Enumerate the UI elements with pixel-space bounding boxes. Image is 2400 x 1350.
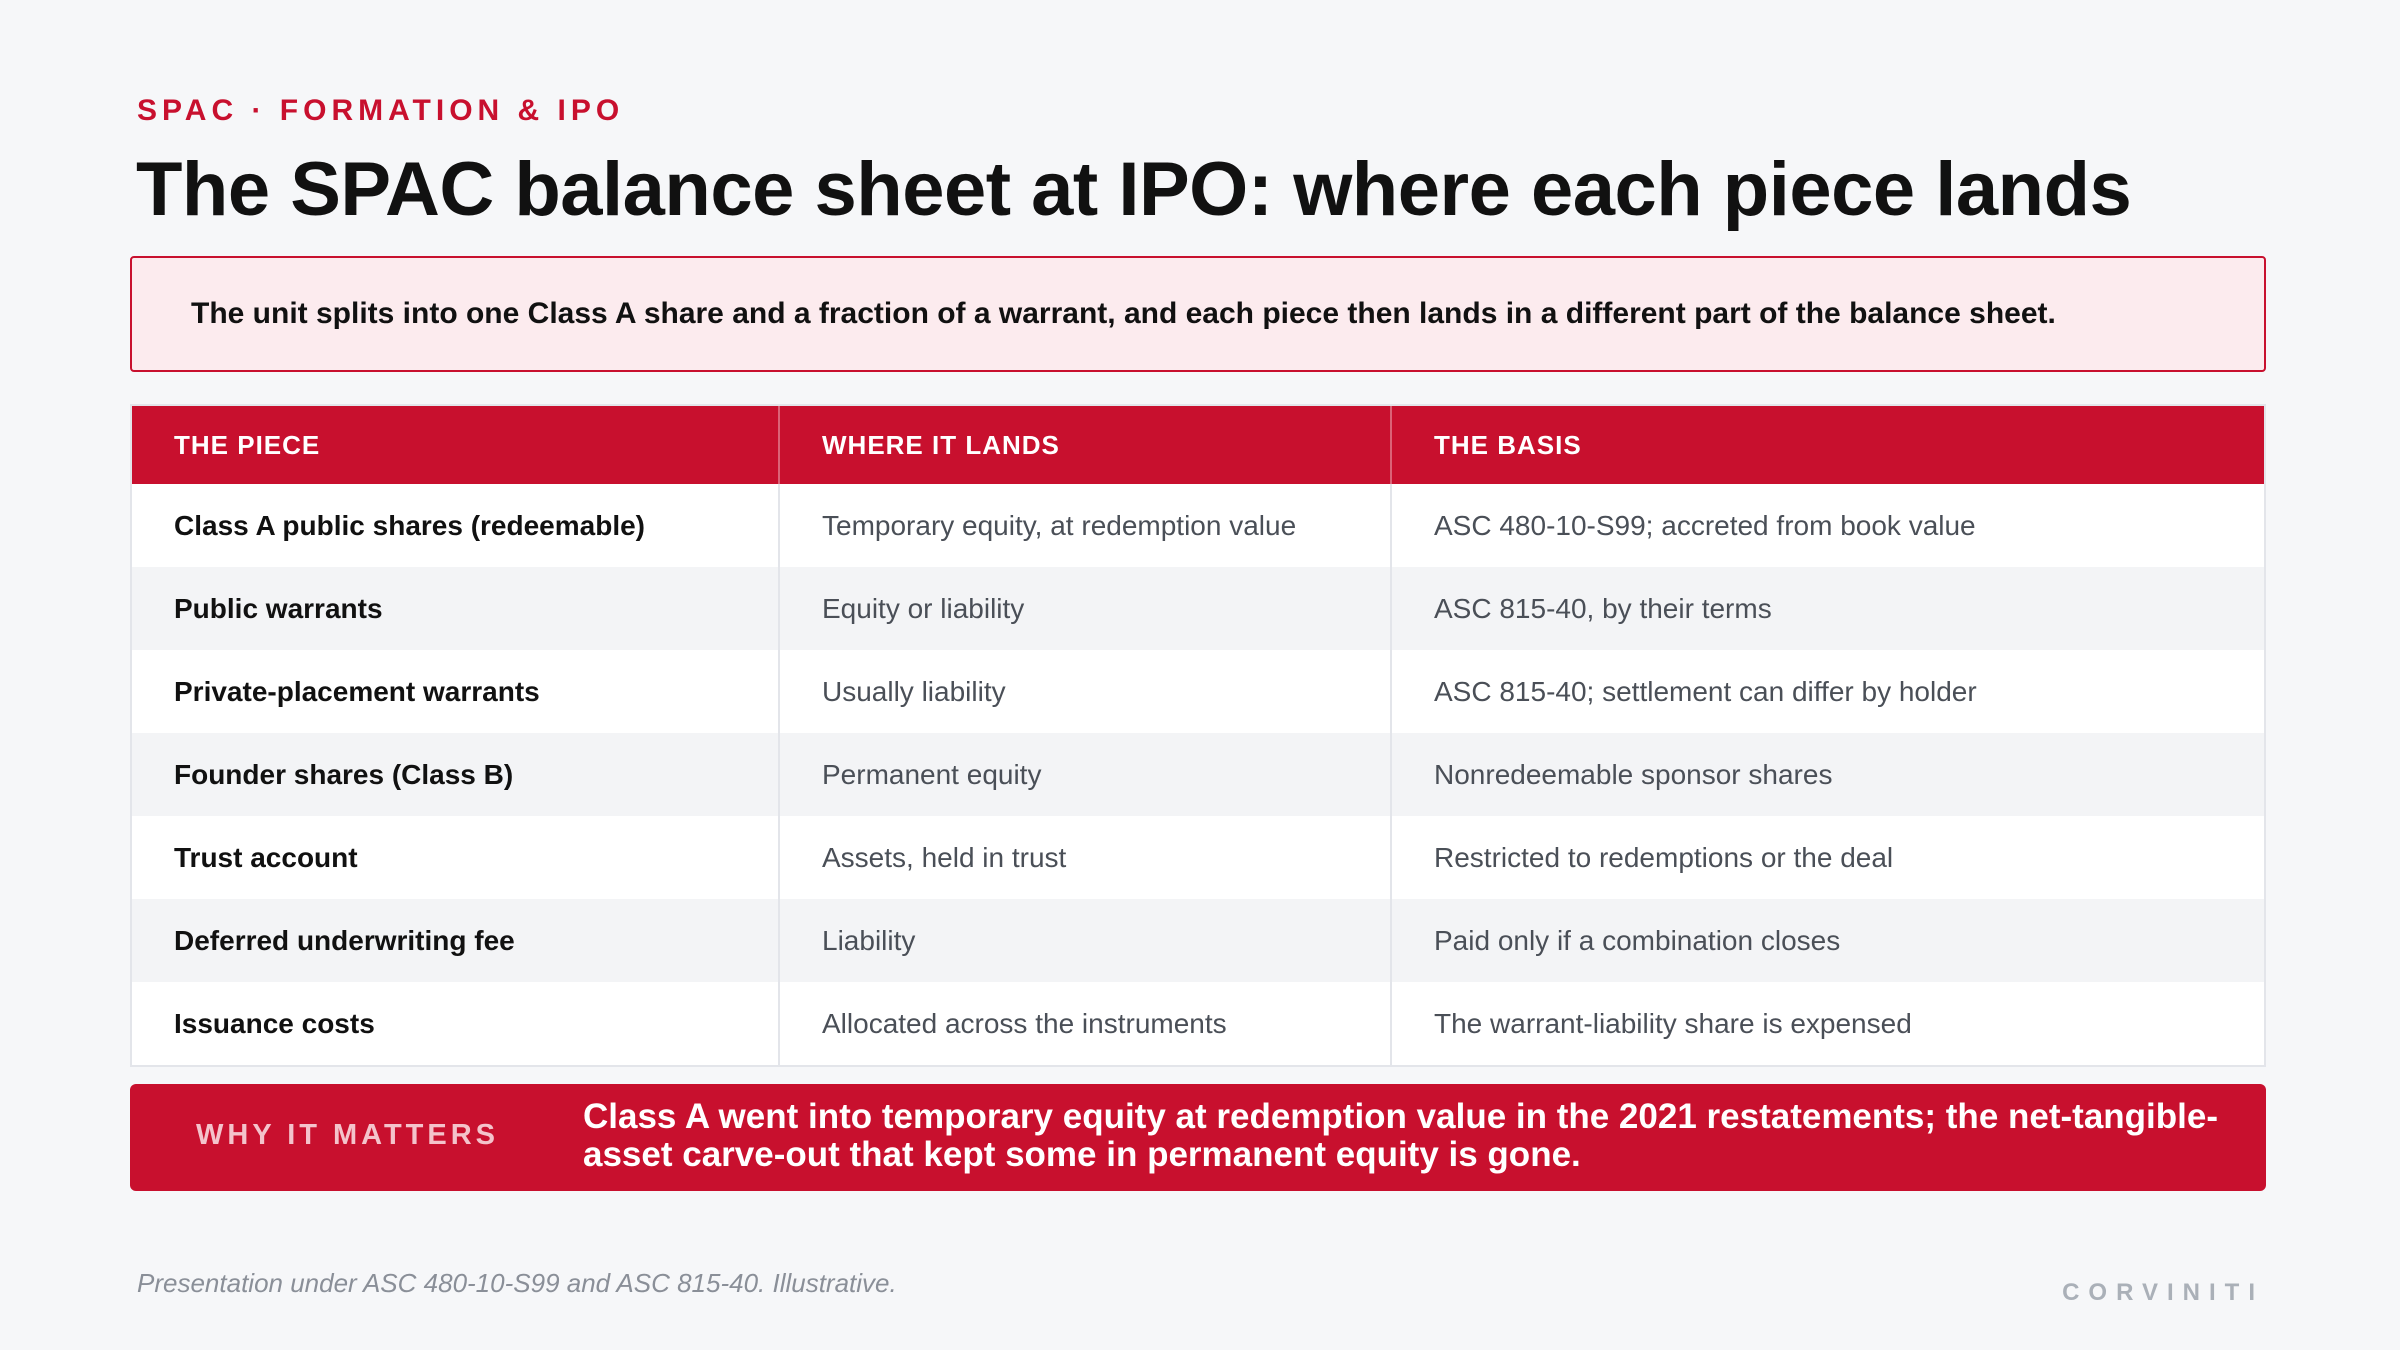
- brand-wordmark: CORVINITI: [2062, 1279, 2264, 1306]
- cell-piece: Trust account: [132, 816, 780, 899]
- table-row: Private-placement warrants Usually liabi…: [132, 650, 2264, 733]
- cell-basis: ASC 815-40; settlement can differ by hol…: [1434, 675, 1977, 707]
- cell-piece: Deferred underwriting fee: [132, 899, 780, 982]
- summary-callout-text: The unit splits into one Class A share a…: [191, 297, 2056, 330]
- table-row: Class A public shares (redeemable) Tempo…: [132, 484, 2264, 567]
- cell-piece: Public warrants: [132, 567, 780, 650]
- cell-piece: Founder shares (Class B): [132, 733, 780, 816]
- why-it-matters-label: WHY IT MATTERS: [196, 1119, 500, 1151]
- cell-piece: Issuance costs: [132, 982, 780, 1065]
- cell-where-it-lands: Usually liability: [780, 650, 1392, 733]
- table-row: Founder shares (Class B) Permanent equit…: [132, 733, 2264, 816]
- table-row: Deferred underwriting fee Liability Paid…: [132, 899, 2264, 982]
- cell-where-it-lands: Assets, held in trust: [780, 816, 1392, 899]
- table-row: Trust account Assets, held in trust Rest…: [132, 816, 2264, 899]
- cell-basis: ASC 815-40, by their terms: [1434, 592, 1772, 624]
- cell-basis: Paid only if a combination closes: [1434, 924, 1841, 956]
- why-it-matters-banner: WHY IT MATTERS Class A went into tempora…: [130, 1084, 2266, 1191]
- cell-where-it-lands: Equity or liability: [780, 567, 1392, 650]
- cell-where-it-lands: Permanent equity: [780, 733, 1392, 816]
- table-row: Issuance costs Allocated across the inst…: [132, 982, 2264, 1065]
- cell-piece: Class A public shares (redeemable): [132, 484, 780, 567]
- cell-basis: The warrant-liability share is expensed: [1434, 1007, 1912, 1039]
- page-title: The SPAC balance sheet at IPO: where eac…: [136, 147, 2132, 232]
- table-header-row: THE PIECE WHERE IT LANDS THE BASIS: [132, 406, 2264, 484]
- cell-basis: Restricted to redemptions or the deal: [1434, 841, 1894, 873]
- cell-where-it-lands: Allocated across the instruments: [780, 982, 1392, 1065]
- footnote: Presentation under ASC 480-10-S99 and AS…: [137, 1268, 897, 1298]
- why-it-matters-text: Class A went into temporary equity at re…: [583, 1097, 2218, 1174]
- section-kicker: SPAC · FORMATION & IPO: [137, 94, 625, 127]
- cell-piece: Private-placement warrants: [132, 650, 780, 733]
- cell-where-it-lands: Liability: [780, 899, 1392, 982]
- column-header-where-it-lands: WHERE IT LANDS: [780, 406, 1392, 484]
- table-row: Public warrants Equity or liability ASC …: [132, 567, 2264, 650]
- column-header-piece: THE PIECE: [132, 406, 780, 484]
- cell-where-it-lands: Temporary equity, at redemption value: [780, 484, 1392, 567]
- cell-basis: ASC 480-10-S99; accreted from book value: [1434, 509, 1976, 541]
- summary-callout: The unit splits into one Class A share a…: [130, 256, 2266, 372]
- balance-sheet-table: THE PIECE WHERE IT LANDS THE BASIS Class…: [130, 404, 2266, 1067]
- cell-basis: Nonredeemable sponsor shares: [1434, 758, 1833, 790]
- column-header-basis: THE BASIS: [1434, 429, 1582, 460]
